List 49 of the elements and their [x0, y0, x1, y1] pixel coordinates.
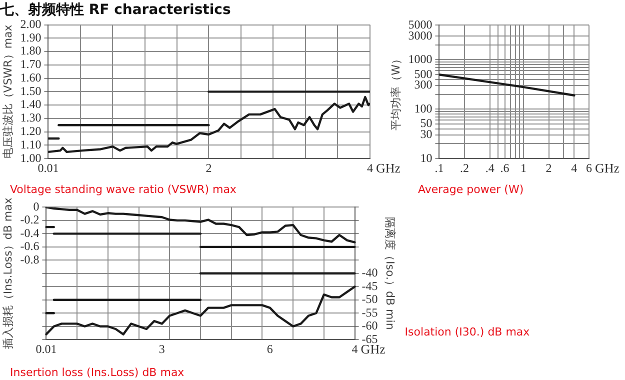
- x-tick-label: .4: [485, 160, 494, 175]
- y2-tick-label: -45: [362, 278, 378, 293]
- y-tick-label: 10: [420, 150, 432, 165]
- y-tick-label: 1.10: [20, 137, 42, 152]
- x-tick-label: 1: [520, 160, 526, 175]
- y-tick-label: -0.6: [20, 239, 40, 254]
- y-tick-label: 2.00: [20, 16, 42, 31]
- y-tick-label: 0: [33, 199, 40, 214]
- y-tick-label: 1.60: [20, 70, 42, 84]
- y-tick-label: -0.8: [20, 252, 40, 266]
- y-tick-label: -0.4: [20, 226, 40, 240]
- y-tick-label: 1.20: [20, 124, 42, 138]
- x-tick-label: 2: [546, 160, 552, 175]
- x-tick-label: 0.01: [36, 342, 57, 356]
- y-tick-label: 100: [414, 101, 432, 116]
- y-tick-label: -0.2: [20, 212, 40, 227]
- y-tick-label: 1.40: [20, 97, 42, 112]
- y2-tick-label: -65: [362, 332, 378, 346]
- x-tick-label: 6: [586, 160, 592, 175]
- x-tick-label: 4: [571, 160, 578, 175]
- text: Voltage standing wave ratio (VSWR) max: [10, 183, 237, 196]
- y-tick-label: 1.30: [20, 110, 42, 125]
- x-tick-label: 6: [266, 342, 273, 356]
- x-axis-title: GHz: [595, 160, 620, 176]
- y2-tick-label: -40: [362, 266, 378, 280]
- y2-axis-title: 隔离度（Iso.）dB min: [384, 217, 397, 330]
- y2-tick-label: -60: [362, 318, 378, 333]
- text: Isolation (I30.) dB max: [404, 326, 530, 339]
- x-tick-label: 2: [206, 160, 212, 175]
- y-axis-title: 电压驻波比（VSWR）max: [1, 24, 14, 159]
- y-tick-label: 1.70: [20, 57, 42, 72]
- chart-title: 七、射频特性 RF characteristics: [0, 2, 231, 18]
- y-tick-label: 1000: [408, 52, 432, 66]
- y2-tick-label: -55: [362, 305, 378, 320]
- x-tick-label: 3: [158, 342, 165, 356]
- y2-tick-label: -50: [362, 292, 378, 306]
- text: Insertion loss (Ins.Loss) dB max: [10, 366, 185, 379]
- x-axis-title: GHz: [376, 160, 401, 176]
- x-tick-label: .1: [434, 160, 444, 175]
- x-tick-label: .2: [460, 160, 470, 175]
- y-tick-label: 1.50: [20, 84, 42, 98]
- y-tick-label: 1.90: [20, 30, 42, 44]
- text: Average power (W): [418, 183, 524, 196]
- y-tick-label: 1.80: [20, 44, 42, 58]
- y-axis-title: 平均功率（W）: [389, 53, 402, 130]
- y-axis-title: 插入损耗（Ins.Loss）dB max: [1, 197, 14, 350]
- x-tick-label: 4: [352, 342, 358, 356]
- x-tick-label: .6: [500, 160, 510, 175]
- x-tick-label: 4: [367, 160, 373, 175]
